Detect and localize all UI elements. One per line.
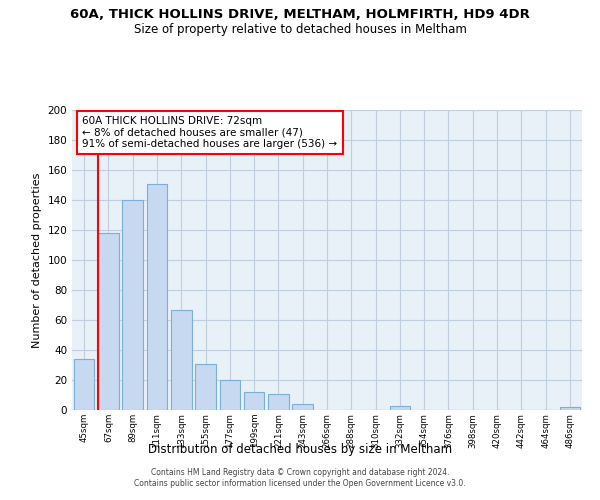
Bar [560, 407, 580, 410]
Bar [292, 404, 313, 410]
Bar [146, 184, 167, 410]
Bar [220, 380, 240, 410]
Text: Distribution of detached houses by size in Meltham: Distribution of detached houses by size … [148, 442, 452, 456]
Text: 60A, THICK HOLLINS DRIVE, MELTHAM, HOLMFIRTH, HD9 4DR: 60A, THICK HOLLINS DRIVE, MELTHAM, HOLMF… [70, 8, 530, 20]
Bar [122, 200, 143, 410]
Bar [268, 394, 289, 410]
Bar [244, 392, 265, 410]
Bar [171, 310, 191, 410]
Text: Size of property relative to detached houses in Meltham: Size of property relative to detached ho… [134, 22, 466, 36]
Bar [98, 233, 119, 410]
Y-axis label: Number of detached properties: Number of detached properties [32, 172, 42, 348]
Bar [74, 359, 94, 410]
Text: 60A THICK HOLLINS DRIVE: 72sqm
← 8% of detached houses are smaller (47)
91% of s: 60A THICK HOLLINS DRIVE: 72sqm ← 8% of d… [82, 116, 337, 149]
Text: Contains HM Land Registry data © Crown copyright and database right 2024.
Contai: Contains HM Land Registry data © Crown c… [134, 468, 466, 487]
Bar [389, 406, 410, 410]
Bar [195, 364, 216, 410]
